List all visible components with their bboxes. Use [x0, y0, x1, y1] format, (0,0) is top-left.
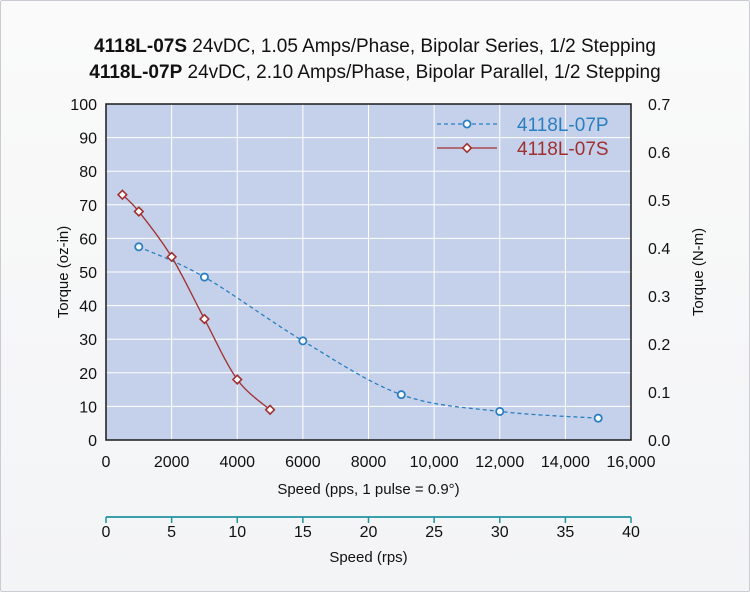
x-tick-label: 2000 — [154, 454, 190, 471]
legend-marker-4118l-07s — [461, 142, 473, 154]
x2-tick-label: 10 — [228, 524, 246, 541]
x2-tick-label: 35 — [556, 524, 574, 541]
y2-tick-label: 0.1 — [648, 385, 670, 402]
x-tick-label: 12,000 — [475, 454, 524, 471]
y-axis-label-right: Torque (N-m) — [690, 228, 707, 316]
y2-tick-label: 0.2 — [648, 337, 670, 354]
x2-tick-label: 30 — [491, 524, 509, 541]
x2-tick-label: 0 — [102, 524, 111, 541]
title-1-spec: 24vDC, 1.05 Amps/Phase, Bipolar Series, … — [187, 36, 656, 57]
title-1-model: 4118L-07S — [94, 36, 188, 57]
y-tick-label: 20 — [79, 366, 97, 383]
y-tick-label: 10 — [79, 399, 97, 416]
plot-border — [105, 103, 632, 441]
y2-tick-label: 0.6 — [648, 145, 670, 162]
x2-tick-label: 5 — [167, 524, 176, 541]
y-tick-label: 100 — [70, 97, 97, 114]
y-tick-label: 50 — [79, 265, 97, 282]
data-point-4118l-07s — [133, 206, 145, 217]
x-tick-label: 14,000 — [541, 454, 590, 471]
y-tick-label: 30 — [79, 332, 97, 349]
y2-tick-label: 0.3 — [648, 289, 670, 306]
x2-axis-label: Speed (rps) — [329, 549, 407, 566]
legend-label-4118l-07s: 4118L-07S — [517, 139, 609, 160]
data-point-4118l-07p — [495, 406, 505, 416]
y-tick-label: 0 — [88, 433, 97, 450]
x-tick-label: 4000 — [219, 454, 255, 471]
x-tick-label: 10,000 — [410, 454, 459, 471]
x2-tick-label: 40 — [622, 524, 640, 541]
data-point-4118l-07s — [116, 189, 128, 201]
title-2-spec: 24vDC, 2.10 Amps/Phase, Bipolar Parallel… — [182, 62, 661, 83]
x-tick-label: 6000 — [285, 454, 321, 471]
data-point-4118l-07s — [231, 374, 243, 385]
y-tick-label: 40 — [79, 299, 97, 316]
x-tick-label: 16,000 — [607, 454, 656, 471]
data-point-4118l-07p — [134, 242, 144, 252]
title-2-model: 4118L-07P — [89, 62, 183, 83]
legend-marker-4118l-07p — [462, 119, 472, 129]
data-point-4118l-07s — [166, 251, 178, 263]
y2-tick-label: 0.5 — [648, 193, 670, 210]
x2-tick-label: 15 — [294, 524, 312, 541]
data-point-4118l-07s — [199, 313, 210, 325]
data-point-4118l-07p — [593, 413, 603, 423]
x-tick-label: 0 — [102, 454, 111, 471]
y-tick-label: 80 — [79, 164, 97, 181]
chart-title-line-1: 4118L-07S 24vDC, 1.05 Amps/Phase, Bipola… — [0, 36, 750, 58]
y2-tick-label: 0.4 — [648, 241, 670, 258]
x-tick-label: 8000 — [351, 454, 387, 471]
chart-title-line-2: 4118L-07P 24vDC, 2.10 Amps/Phase, Bipola… — [0, 62, 750, 84]
y-axis-label-left: Torque (oz-in) — [55, 226, 72, 319]
x-axis-label: Speed (pps, 1 pulse = 0.9°) — [277, 481, 459, 498]
y-tick-label: 90 — [79, 131, 97, 148]
data-point-4118l-07p — [199, 272, 209, 282]
data-point-4118l-07p — [298, 336, 308, 346]
y-tick-label: 70 — [79, 198, 97, 215]
y2-tick-label: 0.0 — [648, 433, 670, 450]
y2-tick-label: 0.7 — [648, 97, 670, 114]
x2-tick-label: 20 — [360, 524, 378, 541]
x2-tick-label: 25 — [425, 524, 443, 541]
data-point-4118l-07s — [264, 404, 276, 416]
data-point-4118l-07p — [396, 390, 406, 400]
legend-label-4118l-07p: 4118L-07P — [517, 115, 609, 136]
y-tick-label: 60 — [79, 231, 97, 248]
